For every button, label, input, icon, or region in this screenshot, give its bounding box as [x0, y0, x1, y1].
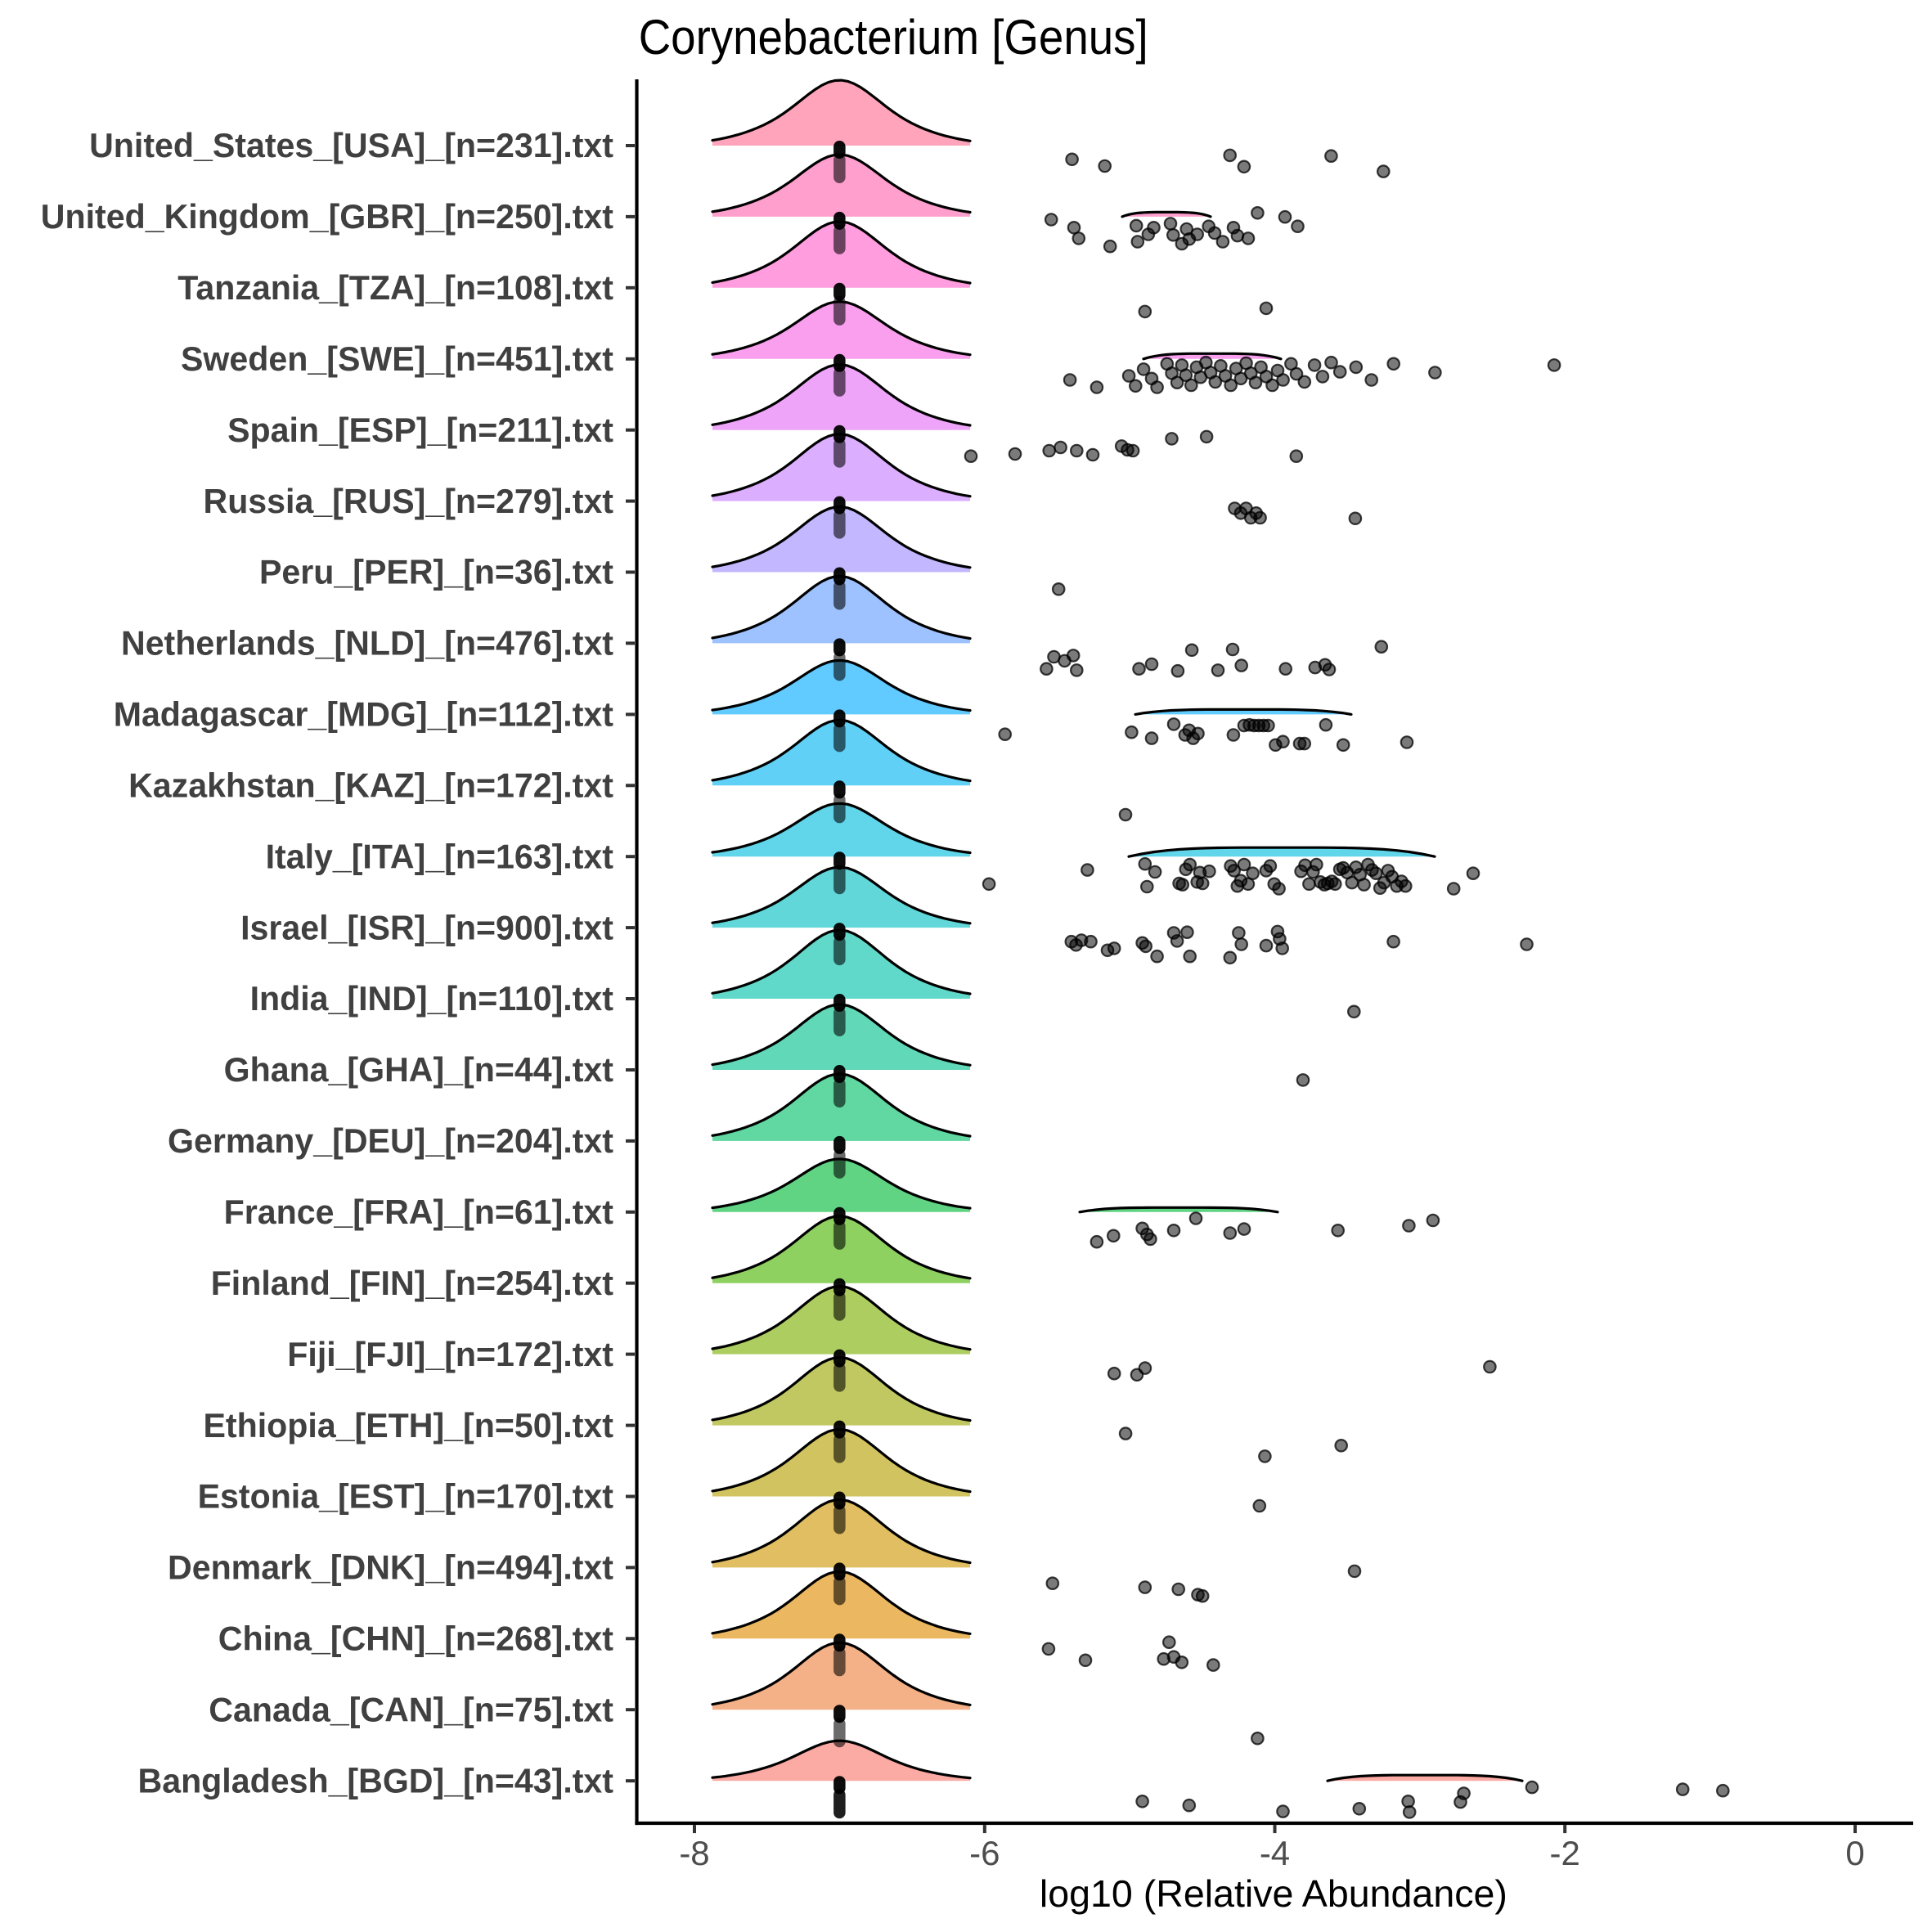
svg-text:Fiji_[FJI]_[n=172].txt: Fiji_[FJI]_[n=172].txt [287, 1335, 613, 1373]
svg-text:Madagascar_[MDG]_[n=112].txt: Madagascar_[MDG]_[n=112].txt [114, 695, 613, 734]
svg-text:log10 (Relative Abundance): log10 (Relative Abundance) [1040, 1872, 1507, 1915]
svg-text:Tanzania_[TZA]_[n=108].txt: Tanzania_[TZA]_[n=108].txt [177, 268, 613, 307]
svg-text:Bangladesh_[BGD]_[n=43].txt: Bangladesh_[BGD]_[n=43].txt [138, 1761, 614, 1799]
svg-text:Ethiopia_[ETH]_[n=50].txt: Ethiopia_[ETH]_[n=50].txt [204, 1406, 614, 1445]
svg-text:United_Kingdom_[GBR]_[n=250].t: United_Kingdom_[GBR]_[n=250].txt [41, 197, 613, 236]
svg-text:Kazakhstan_[KAZ]_[n=172].txt: Kazakhstan_[KAZ]_[n=172].txt [128, 766, 613, 805]
svg-text:-4: -4 [1260, 1834, 1290, 1872]
svg-text:Denmark_[DNK]_[n=494].txt: Denmark_[DNK]_[n=494].txt [168, 1548, 613, 1587]
svg-text:France_[FRA]_[n=61].txt: France_[FRA]_[n=61].txt [224, 1193, 613, 1231]
svg-text:Peru_[PER]_[n=36].txt: Peru_[PER]_[n=36].txt [259, 553, 613, 591]
svg-text:Finland_[FIN]_[n=254].txt: Finland_[FIN]_[n=254].txt [211, 1264, 613, 1302]
svg-text:Canada_[CAN]_[n=75].txt: Canada_[CAN]_[n=75].txt [209, 1690, 613, 1728]
svg-text:Corynebacterium [Genus]: Corynebacterium [Genus] [639, 10, 1148, 65]
svg-text:-8: -8 [679, 1834, 709, 1872]
svg-text:Sweden_[SWE]_[n=451].txt: Sweden_[SWE]_[n=451].txt [181, 339, 613, 378]
svg-text:India_[IND]_[n=110].txt: India_[IND]_[n=110].txt [250, 979, 613, 1018]
svg-text:Ghana_[GHA]_[n=44].txt: Ghana_[GHA]_[n=44].txt [224, 1050, 613, 1089]
svg-text:-2: -2 [1550, 1834, 1580, 1872]
svg-text:Netherlands_[NLD]_[n=476].txt: Netherlands_[NLD]_[n=476].txt [121, 624, 613, 663]
svg-text:United_States_[USA]_[n=231].tx: United_States_[USA]_[n=231].txt [89, 126, 613, 164]
svg-text:China_[CHN]_[n=268].txt: China_[CHN]_[n=268].txt [218, 1620, 613, 1658]
svg-text:Estonia_[EST]_[n=170].txt: Estonia_[EST]_[n=170].txt [198, 1477, 613, 1516]
svg-text:Italy_[ITA]_[n=163].txt: Italy_[ITA]_[n=163].txt [266, 837, 613, 875]
svg-text:Israel_[ISR]_[n=900].txt: Israel_[ISR]_[n=900].txt [240, 908, 613, 946]
svg-text:Germany_[DEU]_[n=204].txt: Germany_[DEU]_[n=204].txt [168, 1121, 613, 1160]
svg-text:0: 0 [1845, 1834, 1864, 1872]
svg-text:Spain_[ESP]_[n=211].txt: Spain_[ESP]_[n=211].txt [227, 411, 613, 449]
svg-text:Russia_[RUS]_[n=279].txt: Russia_[RUS]_[n=279].txt [204, 482, 614, 520]
svg-text:-6: -6 [969, 1834, 1000, 1872]
